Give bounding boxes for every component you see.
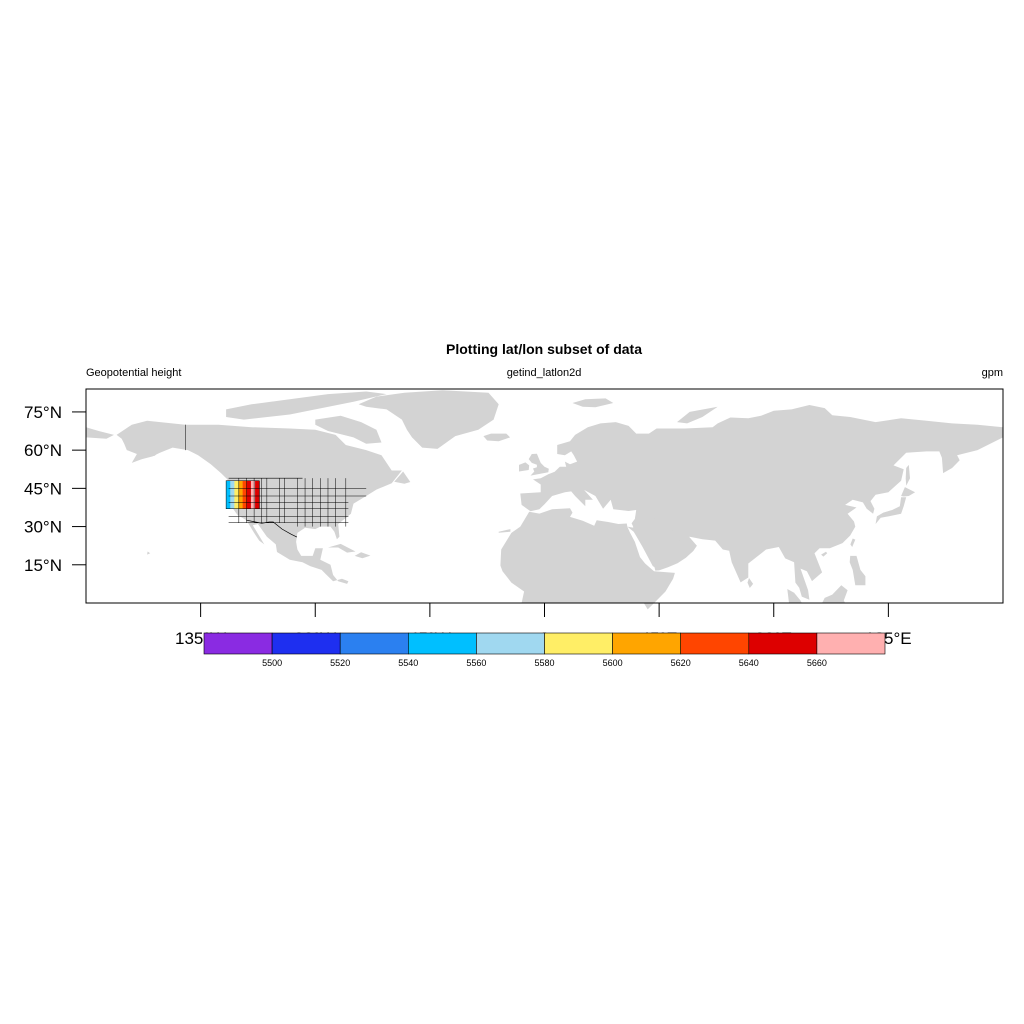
contour-band <box>242 480 248 509</box>
contour-band <box>230 480 235 509</box>
colorbar-box <box>816 632 886 655</box>
colorbar: 5500 5520 5540 5560 5580 5600 5620 5640 5660 <box>203 632 886 668</box>
japan-land <box>875 497 907 524</box>
plot-title: Plotting lat/lon subset of data <box>446 341 642 357</box>
arctic-islands-land <box>226 391 387 420</box>
contour-band <box>234 480 240 509</box>
greenland-land <box>358 390 499 449</box>
colorbar-box <box>203 632 273 655</box>
svalbard-land <box>572 398 614 408</box>
latitude-axis: 15°N 30°N 45°N 60°N 75°N <box>24 403 86 575</box>
colorbar-label: 5560 <box>466 658 486 668</box>
colorbar-box <box>544 632 613 655</box>
philippines-land <box>849 555 866 586</box>
colorbar-label: 5620 <box>671 658 691 668</box>
colorbar-box <box>612 632 681 655</box>
colorbar-box <box>748 632 818 655</box>
center-string: getind_latlon2d <box>507 367 582 379</box>
right-string: gpm <box>982 367 1003 379</box>
colorbar-label: 5500 <box>262 658 282 668</box>
left-string: Geopotential height <box>86 367 181 379</box>
alaska-islands-land <box>151 453 158 457</box>
lat-tick-label: 15°N <box>24 556 62 575</box>
cuba-land <box>328 543 356 553</box>
novaya-zemlya-land <box>677 406 718 424</box>
us-mexico-border <box>246 519 298 538</box>
lat-tick-label: 60°N <box>24 441 62 460</box>
contour-band <box>250 480 256 509</box>
ireland-land <box>519 462 530 472</box>
colorbar-label: 5540 <box>398 658 418 668</box>
contour-band <box>238 480 244 509</box>
iceland-land <box>483 433 511 442</box>
data-subset-contours <box>225 480 260 509</box>
map-panel <box>85 388 1004 610</box>
lat-tick-label: 75°N <box>24 403 62 422</box>
contour-band <box>246 480 252 509</box>
borneo-sumatra-land <box>787 589 802 603</box>
madeira-canary-land <box>498 529 511 533</box>
newfoundland-land <box>394 471 411 484</box>
hokkaido-land <box>901 487 916 497</box>
baffin-island-land <box>315 415 382 444</box>
lat-tick-label: 30°N <box>24 518 62 537</box>
sri-lanka-land <box>747 578 754 588</box>
sakhalin-land <box>905 464 910 486</box>
colorbar-label: 5600 <box>603 658 623 668</box>
contour-band <box>226 480 231 509</box>
contour-band <box>255 480 260 509</box>
aleutian-chukotka-land <box>86 427 114 439</box>
colorbar-box <box>680 632 750 655</box>
hainan-land <box>821 551 828 557</box>
us-state-boundaries <box>185 424 367 538</box>
colorbar-label: 5640 <box>739 658 759 668</box>
colorbar-box <box>407 632 477 655</box>
hawaii-land <box>147 551 151 555</box>
colorbar-box <box>339 632 409 655</box>
colorbar-label: 5660 <box>807 658 827 668</box>
borneo-land <box>822 585 848 603</box>
lat-tick-label: 45°N <box>24 479 62 498</box>
eurasia-land <box>520 405 1003 600</box>
colorbar-label: 5580 <box>534 658 554 668</box>
colorbar-label: 5520 <box>330 658 350 668</box>
britain-land <box>528 453 549 476</box>
colorbar-box <box>271 632 341 655</box>
africa-land <box>500 508 675 610</box>
hispaniola-land <box>354 552 371 559</box>
taiwan-land <box>850 538 856 547</box>
arabia-land <box>633 512 697 571</box>
colorbar-box <box>476 632 545 655</box>
